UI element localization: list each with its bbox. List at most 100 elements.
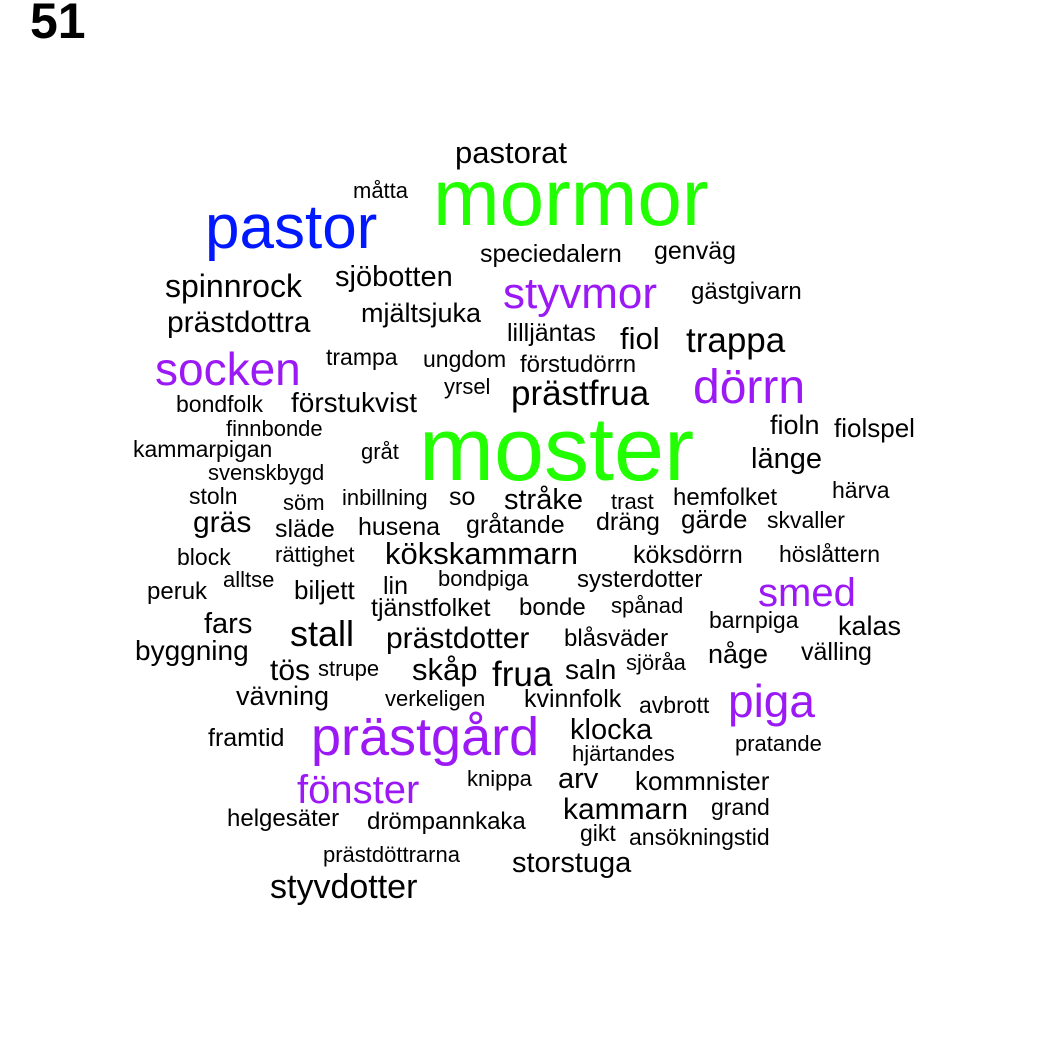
cloud-word: trast <box>611 489 654 514</box>
cloud-word: svenskbygd <box>208 460 324 485</box>
cloud-word: smed <box>758 571 856 615</box>
cloud-word: släde <box>275 515 335 543</box>
cloud-word: höslåttern <box>779 541 880 567</box>
cloud-word: mormor <box>433 153 709 242</box>
cloud-word: pastor <box>205 193 377 262</box>
cloud-word: välling <box>801 638 872 666</box>
cloud-word: fiol <box>620 321 660 356</box>
cloud-word: ansökningstid <box>629 824 770 850</box>
cloud-word: prästdottra <box>167 306 311 339</box>
cloud-word: prästdöttrarna <box>323 842 461 867</box>
cloud-word: prästgård <box>311 707 539 767</box>
cloud-word: lilljäntas <box>507 319 596 347</box>
cloud-word: härva <box>832 477 890 503</box>
cloud-word: husena <box>358 513 440 541</box>
cloud-word: ungdom <box>423 346 506 372</box>
cloud-word: verkeligen <box>385 686 485 711</box>
cloud-word: rättighet <box>275 542 355 567</box>
cloud-word: förstukvist <box>291 387 417 418</box>
cloud-word: styvmor <box>503 269 657 318</box>
cloud-word: länge <box>751 443 822 475</box>
cloud-word: kammarpigan <box>133 436 272 462</box>
cloud-word: inbillning <box>342 485 428 510</box>
cloud-word: gästgivarn <box>691 278 802 305</box>
cloud-word: hjärtandes <box>572 741 675 766</box>
cloud-word: so <box>449 483 475 511</box>
cloud-word: skåp <box>412 652 477 687</box>
cloud-word: förstudörrn <box>520 351 636 378</box>
cloud-word: pratande <box>735 731 822 756</box>
cloud-word: speciedalern <box>480 240 622 268</box>
cloud-word: trappa <box>686 321 786 360</box>
cloud-word: mjältsjuka <box>361 298 482 328</box>
cloud-word: kökskammarn <box>385 536 578 571</box>
cloud-word: blåsväder <box>564 625 668 652</box>
cloud-word: köksdörrn <box>633 541 743 569</box>
cloud-word: styvdotter <box>270 868 417 906</box>
cloud-word: trampa <box>326 344 398 370</box>
cloud-word: strupe <box>318 656 379 681</box>
cloud-word: fiolspel <box>834 413 915 443</box>
cloud-word: klocka <box>570 714 653 746</box>
cloud-word: skvaller <box>767 507 845 533</box>
cloud-word: grand <box>711 794 770 820</box>
cloud-word: prästfrua <box>511 374 650 413</box>
cloud-word: barnpiga <box>709 607 799 633</box>
cloud-word: dörrn <box>693 361 805 414</box>
cloud-word: moster <box>419 400 694 500</box>
cloud-word: stall <box>290 613 354 654</box>
cloud-word: frua <box>492 655 553 694</box>
cloud-word: gråtande <box>466 511 565 539</box>
cloud-word: bondfolk <box>176 391 263 417</box>
cloud-word: pastorat <box>455 135 567 170</box>
cloud-word: saln <box>565 654 616 685</box>
cloud-word: kalas <box>838 611 901 641</box>
cloud-word: finnbonde <box>226 416 323 441</box>
cloud-word: tös <box>270 654 310 687</box>
cloud-word: yrsel <box>444 374 490 399</box>
cloud-word: storstuga <box>512 847 632 879</box>
cloud-word: sjöråa <box>626 650 687 675</box>
cloud-word: framtid <box>208 724 284 752</box>
cloud-word: tjänstfolket <box>371 594 491 622</box>
cloud-word: bonde <box>519 594 586 621</box>
cloud-word: gikt <box>580 820 616 846</box>
cloud-word: fönster <box>297 768 419 812</box>
cloud-word: arv <box>558 763 599 795</box>
cloud-word: socken <box>155 343 301 395</box>
cloud-word: systerdotter <box>577 566 702 593</box>
cloud-word: stråke <box>504 484 583 516</box>
cloud-word: byggning <box>135 635 249 666</box>
cloud-word: piga <box>728 675 815 727</box>
cloud-word: knippa <box>467 766 533 791</box>
cloud-word: söm <box>283 490 325 515</box>
cloud-word: stoln <box>189 483 238 509</box>
cloud-word: kammarn <box>563 793 688 826</box>
cloud-word: fars <box>204 608 252 640</box>
cloud-word: block <box>177 544 231 570</box>
cloud-word: helgesäter <box>227 805 339 832</box>
cloud-word: prästdotter <box>386 622 529 655</box>
cloud-word: fioln <box>770 410 820 440</box>
cloud-word: alltse <box>223 567 274 592</box>
cloud-word: kvinnfolk <box>524 685 622 713</box>
cloud-word: hemfolket <box>673 484 777 511</box>
cloud-word: gräs <box>193 506 251 539</box>
cloud-word: spinnrock <box>165 268 303 304</box>
cloud-word: biljett <box>294 575 355 605</box>
cloud-word: vävning <box>236 681 329 711</box>
cloud-word: spånad <box>611 593 683 618</box>
cloud-word: genväg <box>654 237 736 265</box>
cloud-word: måtta <box>353 178 409 203</box>
cloud-word: sjöbotten <box>335 261 453 293</box>
cloud-word: bondpiga <box>438 566 529 591</box>
cloud-word: lin <box>383 572 408 600</box>
cloud-word: någe <box>708 639 768 669</box>
cloud-word: peruk <box>147 578 208 605</box>
cloud-word: gärde <box>681 504 748 534</box>
panel-number: 51 <box>30 0 86 49</box>
cloud-word: drömpannkaka <box>367 808 526 835</box>
cloud-word: kommnister <box>635 766 770 796</box>
